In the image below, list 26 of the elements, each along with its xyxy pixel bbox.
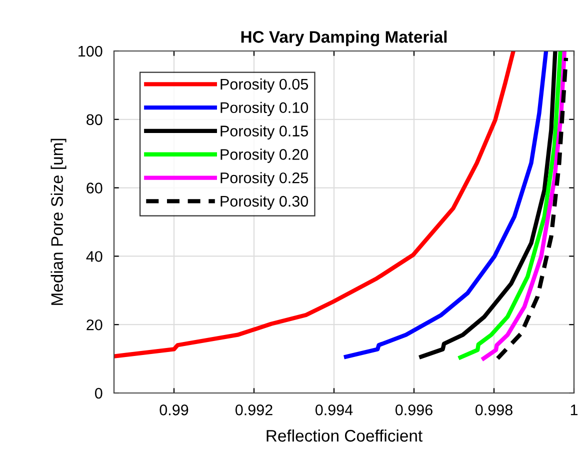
legend-label: Porosity 0.15: [220, 125, 308, 140]
legend-label: Porosity 0.20: [220, 148, 308, 163]
line-series: [496, 56, 568, 361]
chart-title: HC Vary Damping Material: [241, 30, 447, 46]
y-tick-label: 20: [86, 319, 102, 330]
x-tick-label: 0.998: [475, 404, 512, 416]
line-series: [419, 51, 558, 359]
line-series: [458, 51, 562, 360]
y-tick-label: 100: [78, 46, 102, 57]
x-tick-label: 0.996: [395, 404, 432, 416]
legend-label: Porosity 0.10: [220, 102, 308, 116]
x-tick-label: 1: [570, 404, 578, 416]
x-tick-label: 0.994: [315, 404, 353, 416]
x-tick-label: 0.99: [160, 404, 188, 416]
x-axis-title: Reflection Coefficient: [266, 429, 422, 442]
legend-label: Porosity 0.25: [220, 172, 308, 186]
y-axis-title: Median Pore Size [um]: [50, 138, 66, 305]
line-series: [114, 51, 516, 358]
y-tick-label: 60: [86, 182, 102, 194]
x-tick-label: 0.992: [235, 404, 272, 416]
legend-label: Porosity 0.05: [220, 78, 308, 93]
line-series: [344, 51, 548, 359]
y-tick-label: 40: [86, 251, 102, 262]
legend-label: Porosity 0.30: [220, 195, 308, 210]
y-tick-label: 80: [86, 114, 102, 126]
y-tick-label: 0: [94, 388, 102, 399]
